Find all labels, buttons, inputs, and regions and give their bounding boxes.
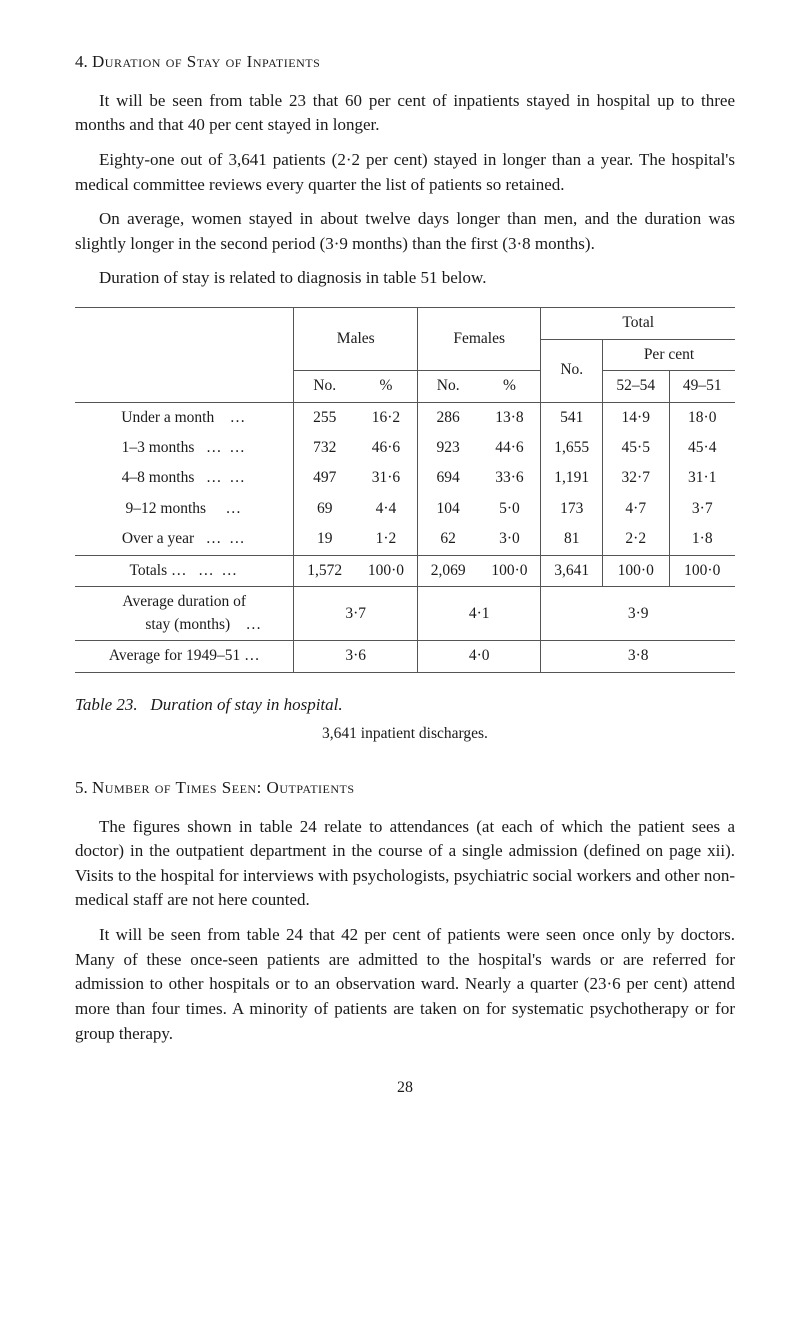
cell: 2,069	[417, 555, 478, 586]
cell: 3·8	[541, 641, 735, 672]
cell: 732	[294, 433, 355, 463]
cell: 286	[417, 402, 478, 433]
cell: 1·2	[355, 524, 418, 555]
cell: 18·0	[669, 402, 735, 433]
table-row: 4–8 months … … 497 31·6 694 33·6 1,191 3…	[75, 463, 735, 493]
cell: 2·2	[603, 524, 670, 555]
cell: 33·6	[478, 463, 541, 493]
row-label: 9–12 months	[126, 500, 207, 517]
col-females-no: No.	[417, 371, 478, 402]
cell: 100·0	[355, 555, 418, 586]
table-23-subcaption: 3,641 inpatient discharges.	[75, 723, 735, 745]
table-23-caption: Table 23. Duration of stay in hospital.	[75, 693, 735, 718]
col-females-pct: %	[478, 371, 541, 402]
col-males-pct: %	[355, 371, 418, 402]
row-label: Over a year	[122, 530, 194, 547]
cell: 81	[541, 524, 603, 555]
col-range2: 49–51	[669, 371, 735, 402]
cell: 46·6	[355, 433, 418, 463]
cell: 5·0	[478, 494, 541, 524]
cell: 3·7	[669, 494, 735, 524]
cell: 45·4	[669, 433, 735, 463]
cell: 1,572	[294, 555, 355, 586]
cell: 3·7	[294, 587, 417, 641]
section-5-para-1: The figures shown in table 24 relate to …	[75, 815, 735, 914]
table-caption-number: Table 23.	[75, 695, 138, 714]
col-total-no: No.	[541, 339, 603, 402]
col-males: Males	[294, 308, 417, 371]
table-avg-duration-row: Average duration of stay (months) … 3·7 …	[75, 587, 735, 641]
table-row: Under a month … 255 16·2 286 13·8 541 14…	[75, 402, 735, 433]
row-label: 4–8 months	[122, 469, 195, 486]
cell: 69	[294, 494, 355, 524]
cell: 3,641	[541, 555, 603, 586]
row-label: Under a month	[121, 409, 214, 426]
cell: 100·0	[669, 555, 735, 586]
section-4-para-3: On average, women stayed in about twelve…	[75, 207, 735, 256]
cell: 923	[417, 433, 478, 463]
section-4-number: 4.	[75, 52, 88, 71]
section-5-heading: 5. Number of Times Seen: Outpatients	[75, 776, 735, 801]
cell: 31·6	[355, 463, 418, 493]
col-percent: Per cent	[603, 339, 736, 370]
cell: 45·5	[603, 433, 670, 463]
cell: 541	[541, 402, 603, 433]
section-5-para-2: It will be seen from table 24 that 42 pe…	[75, 923, 735, 1046]
col-males-no: No.	[294, 371, 355, 402]
cell: 104	[417, 494, 478, 524]
section-5-number: 5.	[75, 778, 88, 797]
cell: 1,655	[541, 433, 603, 463]
row-label: 1–3 months	[122, 439, 195, 456]
cell: 100·0	[603, 555, 670, 586]
row-label: Average for 1949–51 …	[75, 641, 294, 672]
cell: 3·0	[478, 524, 541, 555]
cell: 14·9	[603, 402, 670, 433]
cell: 255	[294, 402, 355, 433]
cell: 173	[541, 494, 603, 524]
cell: 13·8	[478, 402, 541, 433]
col-females: Females	[417, 308, 540, 371]
cell: 497	[294, 463, 355, 493]
cell: 4·7	[603, 494, 670, 524]
section-4-title: Duration of Stay of Inpatients	[92, 52, 320, 71]
section-4-para-2: Eighty-one out of 3,641 patients (2·2 pe…	[75, 148, 735, 197]
cell: 3·9	[541, 587, 735, 641]
cell: 62	[417, 524, 478, 555]
table-avg-period-row: Average for 1949–51 … 3·6 4·0 3·8	[75, 641, 735, 672]
row-label: Totals …	[129, 562, 186, 579]
section-4-para-4: Duration of stay is related to diagnosis…	[75, 266, 735, 291]
cell: 16·2	[355, 402, 418, 433]
col-range1: 52–54	[603, 371, 670, 402]
section-4-heading: 4. Duration of Stay of Inpatients	[75, 50, 735, 75]
cell: 4·1	[417, 587, 540, 641]
cell: 31·1	[669, 463, 735, 493]
cell: 3·6	[294, 641, 417, 672]
cell: 4·0	[417, 641, 540, 672]
cell: 694	[417, 463, 478, 493]
section-4-para-1: It will be seen from table 23 that 60 pe…	[75, 89, 735, 138]
cell: 1·8	[669, 524, 735, 555]
col-total: Total	[541, 308, 735, 339]
table-totals-row: Totals … … … 1,572 100·0 2,069 100·0 3,6…	[75, 555, 735, 586]
cell: 44·6	[478, 433, 541, 463]
cell: 100·0	[478, 555, 541, 586]
cell: 4·4	[355, 494, 418, 524]
cell: 19	[294, 524, 355, 555]
section-5-title: Number of Times Seen: Outpatients	[92, 778, 355, 797]
page-number: 28	[75, 1076, 735, 1099]
table-row: 9–12 months … 69 4·4 104 5·0 173 4·7 3·7	[75, 494, 735, 524]
cell: 32·7	[603, 463, 670, 493]
table-row: Over a year … … 19 1·2 62 3·0 81 2·2 1·8	[75, 524, 735, 555]
cell: 1,191	[541, 463, 603, 493]
table-caption-title: Duration of stay in hospital.	[150, 695, 342, 714]
row-label: Average duration of	[122, 593, 246, 610]
table-row: 1–3 months … … 732 46·6 923 44·6 1,655 4…	[75, 433, 735, 463]
table-23: Males Females Total No. Per cent No. % N…	[75, 307, 735, 673]
